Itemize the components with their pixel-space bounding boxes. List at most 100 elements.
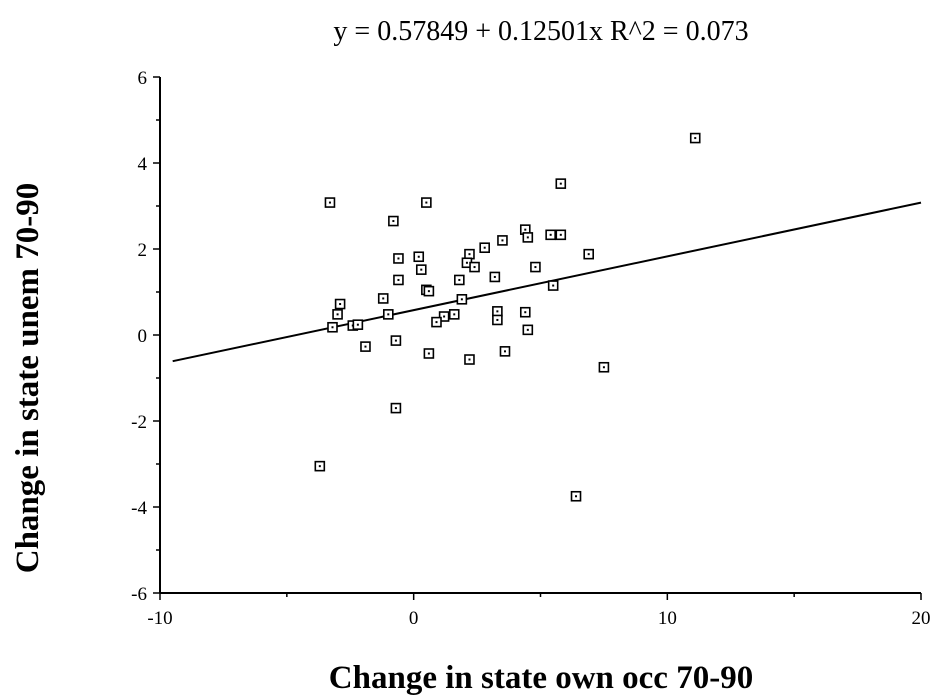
data-point [324,197,336,208]
data-point [530,261,541,273]
point-center [526,328,529,331]
x-tick-label: 0 [409,608,419,629]
point-center [394,407,397,410]
point-center [392,220,395,223]
data-point [377,293,389,304]
data-point [479,242,490,254]
point-center [496,310,499,313]
data-point [499,346,511,357]
data-point [547,280,559,291]
data-point [393,253,404,264]
point-center [427,352,430,355]
data-point [469,261,480,273]
point-center [339,303,342,306]
point-center [364,345,367,348]
data-point [497,235,508,246]
data-point [519,306,531,318]
data-point [545,229,556,241]
data-point [421,197,432,208]
data-point [332,309,343,320]
data-point [598,361,610,373]
point-center [427,290,430,293]
point-center [460,298,463,301]
point-center [468,358,471,361]
data-point [334,298,346,310]
data-point [492,314,503,326]
y-tick-label: 0 [138,326,148,347]
x-axis-label: Change in state own occ 70-90 [329,660,753,696]
data-point [456,294,468,305]
y-tick-label: 4 [138,154,148,175]
data-point [415,264,427,275]
data-points [314,132,701,502]
data-point [448,309,460,320]
point-center [493,275,496,278]
point-center [318,465,321,468]
data-point [423,348,435,359]
point-center [356,323,359,326]
point-center [534,266,537,269]
point-center [524,228,527,231]
point-center [331,326,334,329]
point-center [397,257,400,260]
point-center [425,201,428,204]
x-tick-label: 20 [912,608,931,629]
point-center [549,233,552,236]
y-tick-label: -6 [131,584,147,605]
ticks: -6 -4 -2 0 2 4 6 -10 0 10 20 [131,68,930,629]
data-point [492,306,503,317]
data-point [393,274,404,286]
data-point [390,335,402,346]
data-point [522,232,534,243]
y-tick-label: -4 [131,498,147,519]
x-tick-label: -10 [147,608,172,629]
point-center [559,233,562,236]
point-center [336,313,339,316]
point-center [524,311,527,314]
point-center [387,313,390,316]
regression-line [172,201,922,363]
x-tick-label: 10 [658,608,677,629]
point-center [602,366,605,369]
point-center [417,255,420,258]
point-center [443,315,446,318]
data-point [423,285,435,297]
point-center [394,339,397,342]
point-center [526,236,529,239]
axes [159,77,921,594]
point-center [587,253,590,256]
data-point [464,248,475,260]
data-point [352,319,364,330]
data-point [413,251,425,263]
data-point [489,271,501,283]
fit-line-group [172,201,922,363]
data-point [454,274,465,286]
data-point [431,316,442,328]
point-center [483,246,486,249]
data-point [382,309,394,320]
point-center [328,201,331,204]
data-point [522,324,534,336]
point-center [503,350,506,353]
y-tick-label: -2 [131,412,147,433]
point-center [397,278,400,281]
point-center [458,278,461,281]
point-center [552,284,555,287]
point-center [496,318,499,321]
data-point [583,248,594,260]
data-point [555,229,567,241]
data-point [360,341,371,352]
y-axis-label: Change in state unem 70-90 [10,183,46,574]
data-point [438,311,450,322]
point-center [453,313,456,316]
point-center [575,495,578,498]
point-center [382,297,385,300]
data-point [388,215,399,227]
data-point [390,402,402,414]
y-tick-label: 2 [138,240,148,261]
data-point [570,490,582,502]
data-point [689,132,701,144]
point-center [559,182,562,185]
point-center [435,321,438,324]
